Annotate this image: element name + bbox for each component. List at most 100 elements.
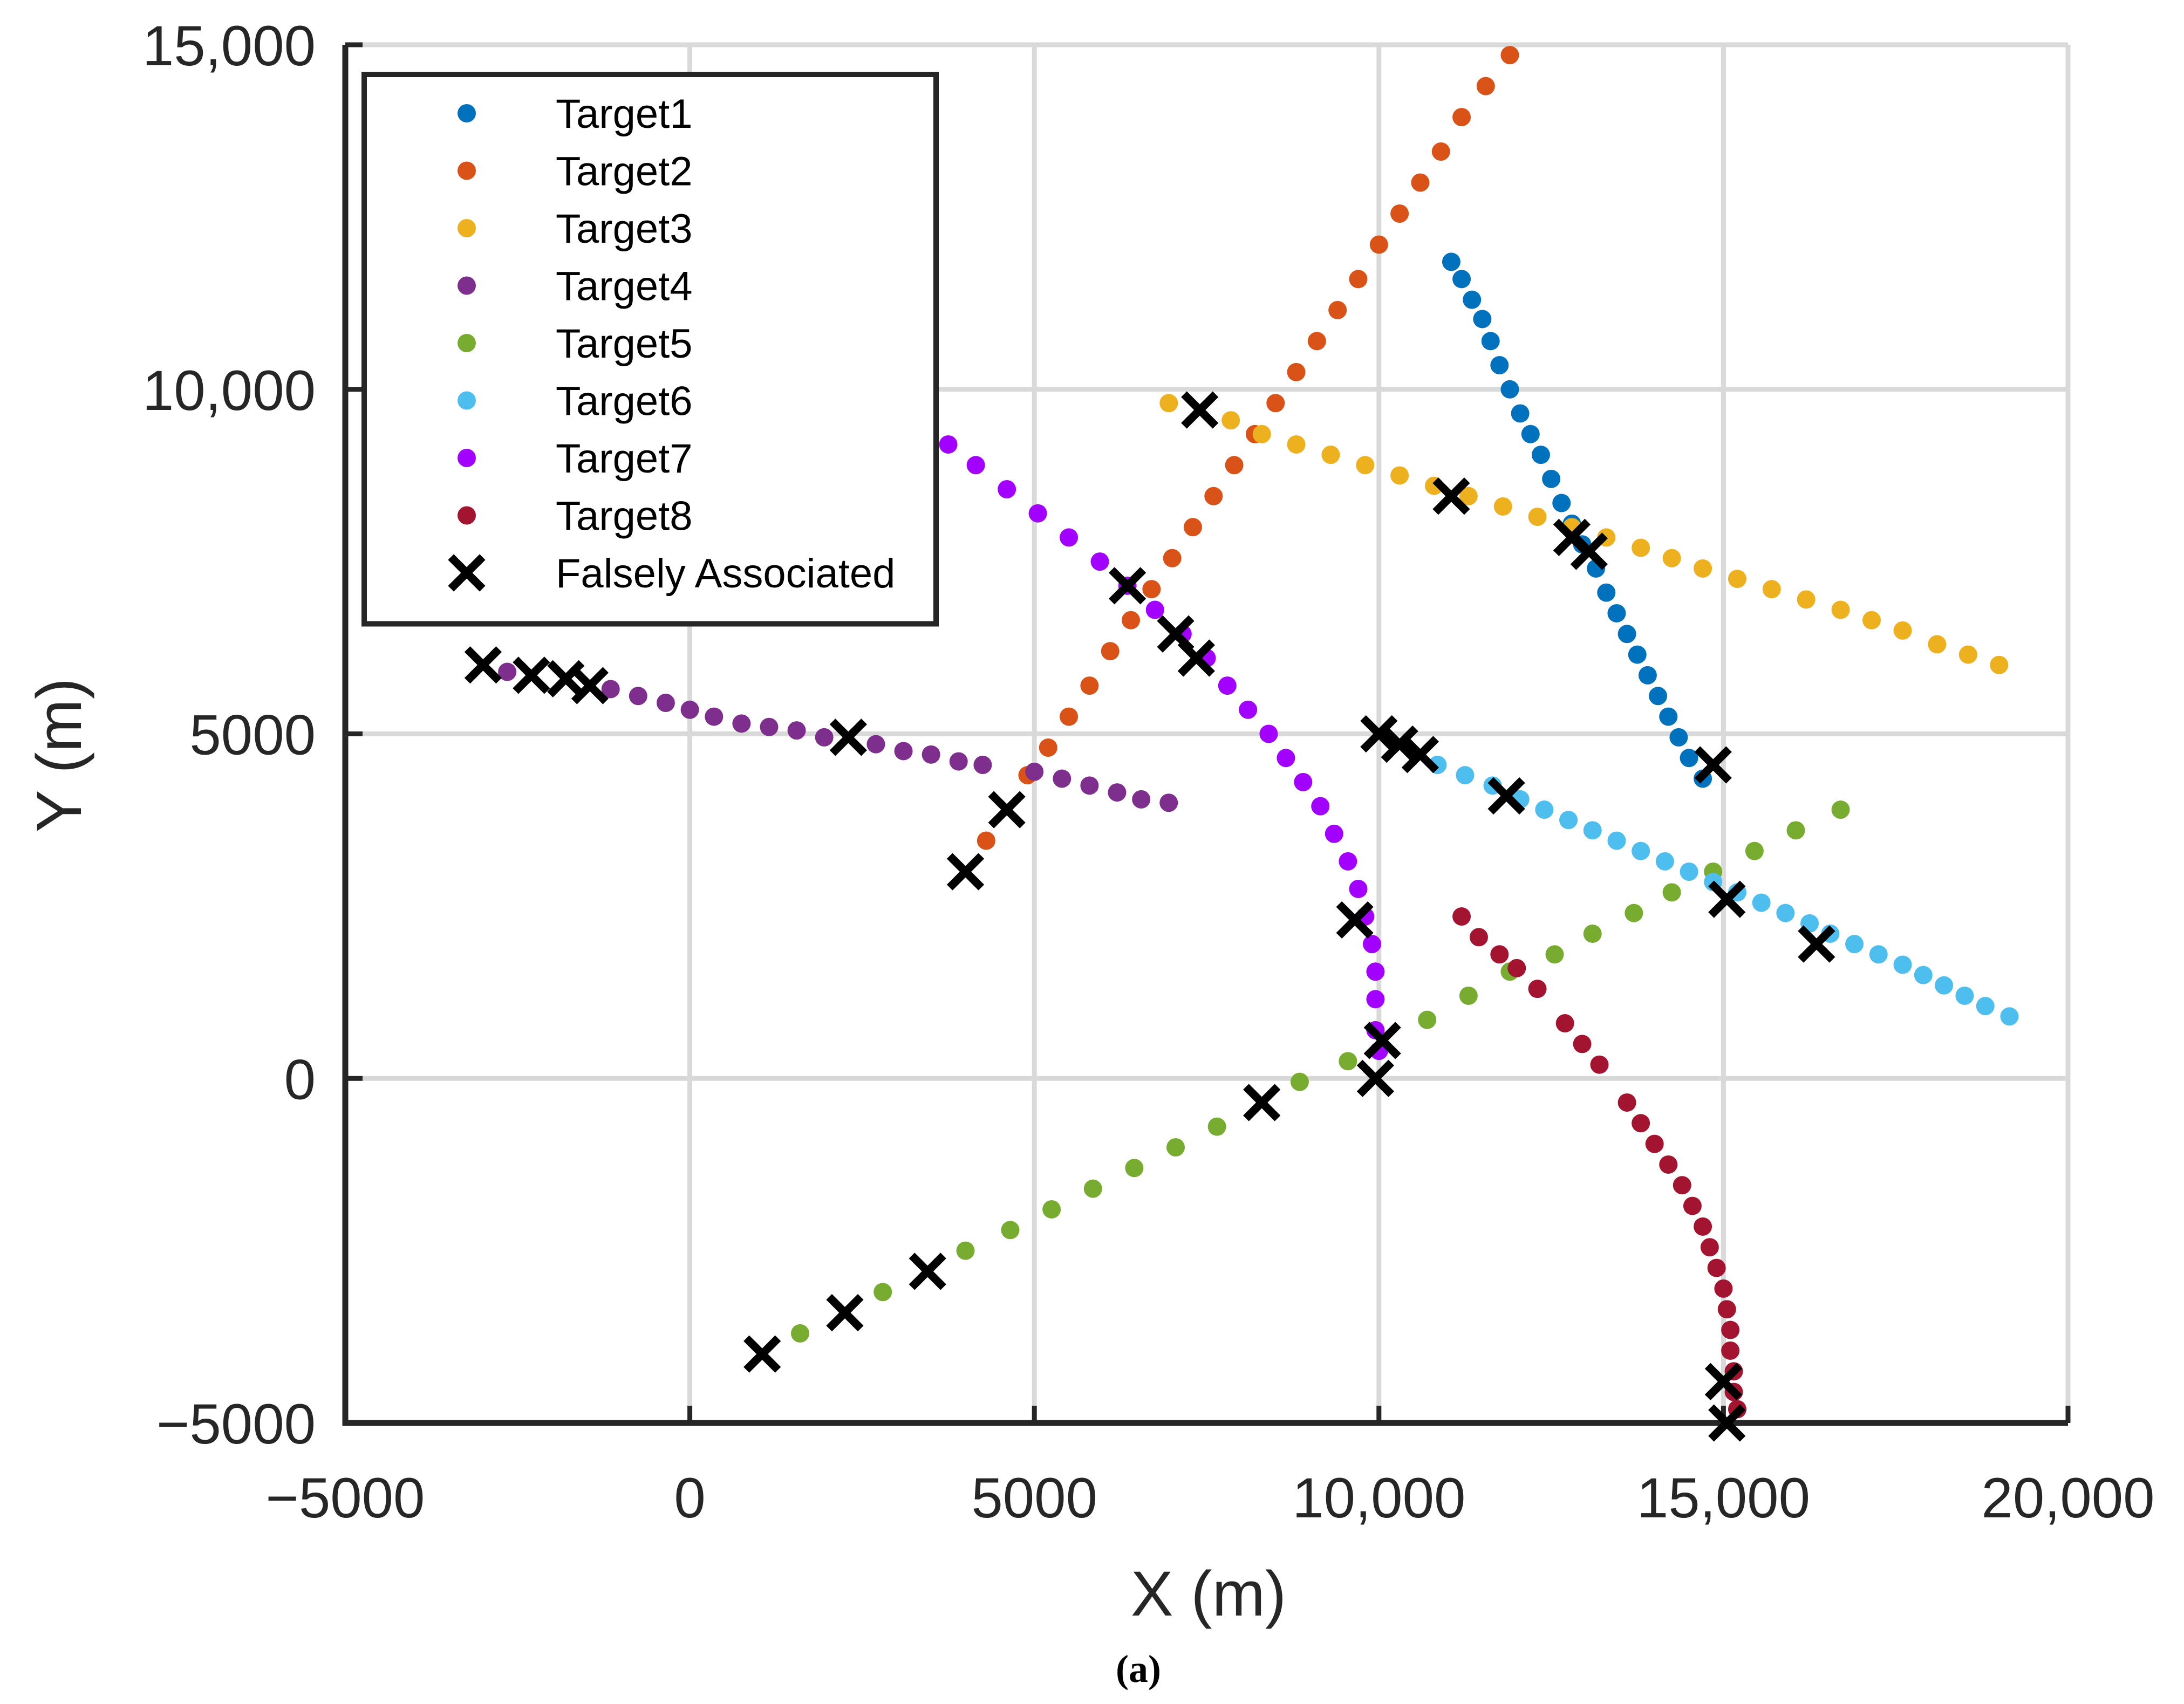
data-point [1632,841,1650,860]
data-point [829,718,867,756]
data-point [1638,666,1657,685]
x-marker-stroke [1177,639,1215,677]
data-point [1125,1159,1144,1178]
data-point [1531,446,1550,464]
legend-label: Target5 [556,321,693,367]
legend-entry: Target7 [458,436,693,482]
data-point [1390,466,1409,485]
data-point [1659,707,1678,726]
data-point [1381,726,1418,763]
data-point [1418,1010,1437,1029]
data-point [1694,746,1732,784]
data-point [949,752,968,771]
data-point [1914,966,1933,984]
data-point [1363,1022,1401,1059]
data-point [1339,852,1357,871]
data-point [1294,772,1313,791]
data-point [1411,173,1430,192]
data-point [1955,986,1974,1005]
data-point [1535,800,1554,819]
data-point [1521,425,1540,443]
data-point [1452,907,1471,926]
data-point [1369,235,1388,254]
x-marker-stroke [743,1335,781,1373]
data-point [1752,893,1771,912]
x-marker-stroke [826,1294,864,1332]
data-point [1252,425,1271,443]
data-point [1717,1300,1736,1319]
data-point [1159,394,1178,413]
data-point [1311,797,1330,816]
data-point [629,687,647,706]
legend-label: Target4 [556,264,693,310]
data-point [1336,901,1374,939]
data-point [1500,380,1519,399]
data-point [1655,852,1674,871]
data-point [498,662,517,681]
data-point [866,735,885,754]
legend-entry: Target1 [458,91,693,137]
series-target1 [1442,252,1712,788]
data-point [1053,769,1071,788]
data-point [1507,959,1526,977]
data-point [1632,538,1650,557]
x-tick-label: 20,000 [1981,1467,2154,1530]
data-point [1493,497,1512,516]
x-marker-stroke [829,718,867,756]
x-marker-stroke [1708,880,1746,918]
data-point [1431,142,1450,161]
data-point [513,656,550,694]
x-marker-stroke [1243,1084,1281,1121]
data-point [1218,676,1237,695]
data-point [1360,715,1398,753]
y-tick-label: 5000 [189,704,316,767]
data-point [1060,707,1079,726]
data-point [1145,600,1164,619]
legend-label: Target2 [556,149,693,195]
data-point [1680,749,1698,768]
data-point [1528,980,1547,998]
data-point [1728,570,1746,588]
data-point [966,456,985,475]
data-point [1356,456,1375,475]
axes-frame [342,42,2071,1426]
data-point [1452,270,1471,289]
data-point [1694,559,1712,578]
data-point [1325,824,1343,843]
series-target5 [790,800,1850,1343]
data-point [1721,1341,1740,1360]
data-point [1225,456,1244,475]
data-point [1339,1052,1357,1071]
data-point [1762,580,1781,599]
data-point [1181,391,1219,429]
data-point [1607,831,1626,850]
x-marker-stroke [1157,615,1195,653]
x-axis-label: X (m) [1131,1558,1286,1630]
x-tick-label: −5000 [266,1467,425,1530]
data-point [1166,1138,1185,1156]
data-point [1555,1014,1574,1033]
data-point [1776,904,1795,922]
legend-entry: Falsely Associated [448,551,895,597]
data-point [1707,1258,1726,1277]
legend-entry: Target3 [458,206,693,252]
legend-label: Target6 [556,379,693,425]
data-point [1321,446,1340,464]
legend-label: Target8 [556,494,693,539]
data-point [1463,290,1482,309]
data-point [1277,749,1295,768]
data-point [1207,1117,1226,1136]
legend-marker [458,334,476,352]
data-point [1442,252,1460,271]
data-point [1163,549,1182,567]
data-point [1028,504,1047,523]
data-point [1617,1093,1636,1112]
data-point [1001,1221,1020,1240]
data-point [1366,990,1385,1009]
x-marker-stroke [1401,736,1439,774]
data-point [1708,1404,1746,1442]
data-point [1452,108,1471,127]
data-point [1893,955,1912,974]
data-point [1356,1059,1395,1097]
